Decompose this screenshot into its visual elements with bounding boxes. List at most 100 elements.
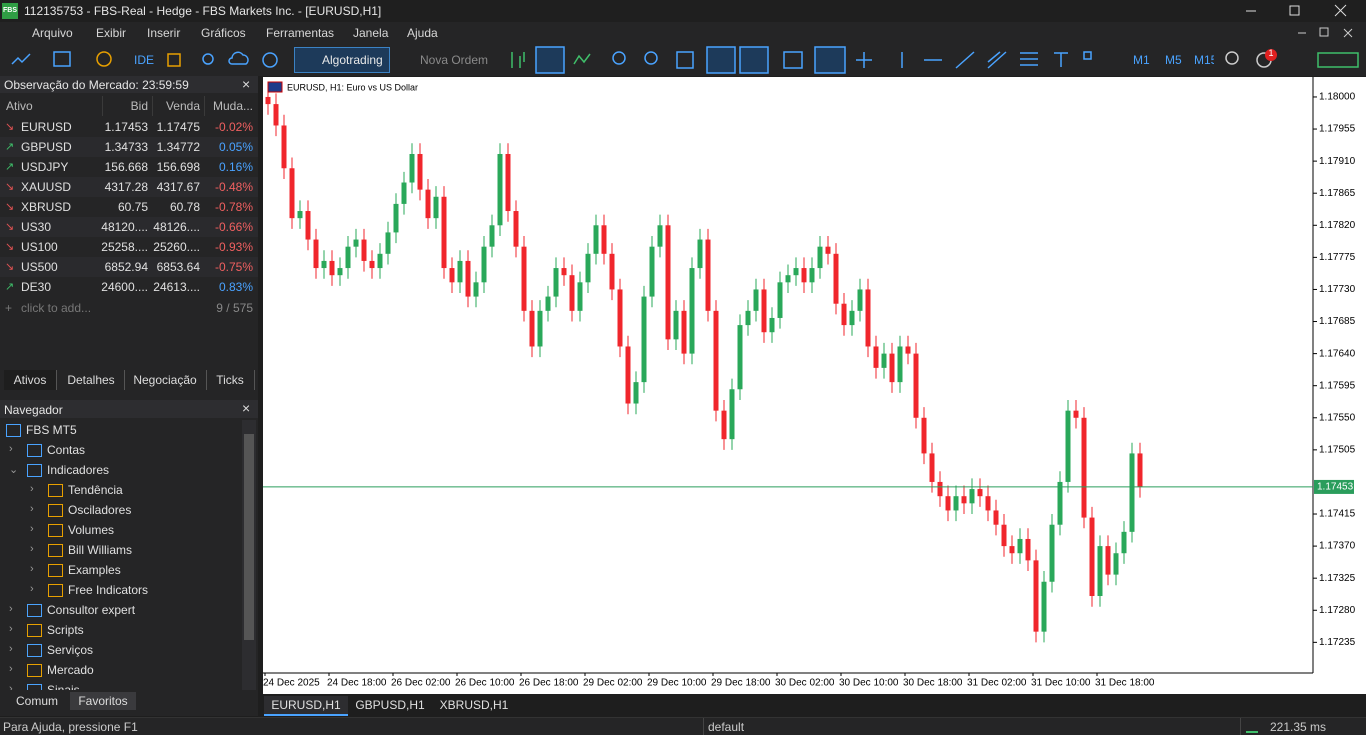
bid: 156.668 [104, 160, 148, 174]
algotrading-button[interactable]: Algotrading [294, 47, 390, 73]
add-symbol[interactable]: + [5, 301, 13, 315]
bars-icon[interactable] [511, 52, 525, 68]
tree-item[interactable]: Bill Williams [68, 543, 132, 557]
child-close[interactable] [1343, 28, 1353, 38]
expand-arrow[interactable]: › [9, 603, 13, 615]
chart-shift-icon[interactable] [739, 46, 769, 74]
tree-item[interactable]: Volumes [68, 523, 115, 537]
new-order-button[interactable]: Nova Ordem [420, 53, 489, 67]
line-chart-icon[interactable] [573, 53, 591, 65]
shapes-icon[interactable] [1083, 51, 1092, 60]
expand-arrow[interactable]: › [30, 503, 34, 515]
expand-arrow[interactable]: › [9, 623, 13, 635]
column-header: Bid [130, 99, 148, 113]
channel-icon[interactable] [987, 51, 1007, 69]
timeframe-button[interactable]: M5 [1165, 53, 1182, 67]
candles-icon[interactable] [535, 46, 565, 74]
panel-tab[interactable]: Ticks [206, 370, 255, 390]
panel-tab[interactable]: Favoritos [70, 692, 136, 710]
vps-icon[interactable] [228, 51, 249, 65]
crosshair-icon[interactable] [856, 52, 872, 68]
autoscroll-icon[interactable] [706, 46, 736, 74]
signals-icon[interactable] [202, 53, 214, 65]
market-icon[interactable] [167, 53, 181, 67]
services-icon[interactable] [262, 52, 278, 68]
timeframe-button[interactable]: M15 [1194, 53, 1214, 67]
zoom-out-icon[interactable] [644, 51, 658, 65]
expand-arrow[interactable]: › [9, 443, 13, 455]
candle-body [889, 353, 895, 383]
expand-arrow[interactable]: › [9, 643, 13, 655]
expand-arrow[interactable]: › [30, 543, 34, 555]
row[interactable] [0, 217, 258, 237]
new-chart-icon[interactable] [11, 53, 31, 65]
scrollbar-thumb[interactable] [244, 434, 254, 640]
zoom-in-icon[interactable] [612, 51, 626, 65]
trendline-icon[interactable] [955, 51, 975, 69]
expand-arrow[interactable]: ⌄ [9, 464, 19, 476]
row[interactable] [0, 117, 258, 137]
chart-tab[interactable]: GBPUSD,H1 [355, 698, 425, 712]
row[interactable] [0, 197, 258, 217]
menu-item[interactable]: Ajuda [407, 26, 438, 40]
text-icon[interactable] [1054, 52, 1068, 67]
cursor-icon[interactable] [814, 46, 846, 74]
fibo-icon[interactable] [1020, 52, 1038, 66]
tree-item[interactable]: Indicadores [47, 463, 110, 477]
close-button[interactable]: × [242, 400, 251, 416]
expand-arrow[interactable]: › [30, 483, 34, 495]
restore-button[interactable] [1289, 5, 1300, 16]
panel-tab[interactable]: Comum [15, 694, 58, 708]
tree-item[interactable]: FBS MT5 [26, 423, 77, 437]
screenshot-icon[interactable] [783, 51, 803, 69]
tile-icon[interactable] [676, 51, 694, 69]
deposit-icon[interactable] [96, 51, 112, 67]
expand-arrow[interactable]: › [30, 563, 34, 575]
tree-item[interactable]: Tendência [68, 483, 123, 497]
menu-item[interactable]: Gráficos [201, 26, 246, 40]
menu-item[interactable]: Inserir [147, 26, 181, 40]
tree-item[interactable]: Consultor expert [47, 603, 136, 617]
close-button[interactable] [1334, 4, 1347, 17]
expand-arrow[interactable]: › [30, 583, 34, 595]
candle-body [1009, 546, 1015, 554]
change: 0.83% [218, 280, 253, 294]
row[interactable] [0, 277, 258, 297]
row[interactable] [0, 237, 258, 257]
timeframe-button[interactable]: M1 [1133, 53, 1150, 67]
tree-item[interactable]: Osciladores [68, 503, 132, 517]
panel-tab[interactable]: Detalhes [58, 370, 125, 390]
menu-item[interactable]: Arquivo [32, 26, 73, 40]
tree-item[interactable]: Scripts [47, 623, 84, 637]
tree-item[interactable]: Contas [47, 443, 86, 457]
chart-tab[interactable]: EURUSD,H1 [264, 696, 348, 716]
ask: 6853.64 [156, 260, 200, 274]
menu-item[interactable]: Exibir [96, 26, 127, 40]
panel-tab[interactable]: Negociação [124, 370, 207, 390]
row[interactable] [0, 177, 258, 197]
expand-arrow[interactable]: › [9, 663, 13, 675]
trend-arrow: ↗ [5, 161, 15, 173]
tree-item[interactable]: Free Indicators [68, 583, 149, 597]
search-icon[interactable] [1225, 51, 1239, 65]
panel-tab[interactable]: Ativos [4, 370, 57, 390]
menu-item[interactable]: Janela [353, 26, 389, 40]
profiles-icon[interactable] [53, 51, 71, 67]
child-restore[interactable] [1319, 27, 1329, 37]
tree-icon [27, 604, 42, 617]
chart-tab[interactable]: XBRUSD,H1 [439, 698, 509, 712]
close-button[interactable]: × [242, 76, 251, 92]
expand-arrow[interactable]: › [9, 683, 13, 690]
tree-item[interactable]: Mercado [47, 663, 94, 677]
row[interactable] [0, 157, 258, 177]
ide-button[interactable]: IDE [134, 53, 155, 67]
tree-item[interactable]: Sinais [47, 683, 80, 690]
add-symbol-text[interactable]: click to add... [21, 301, 92, 315]
tree-item[interactable]: Serviços [47, 643, 94, 657]
row[interactable] [0, 137, 258, 157]
menu-item[interactable]: Ferramentas [266, 26, 335, 40]
candle-body [761, 289, 767, 333]
row[interactable] [0, 257, 258, 277]
expand-arrow[interactable]: › [30, 523, 34, 535]
tree-item[interactable]: Examples [68, 563, 121, 577]
